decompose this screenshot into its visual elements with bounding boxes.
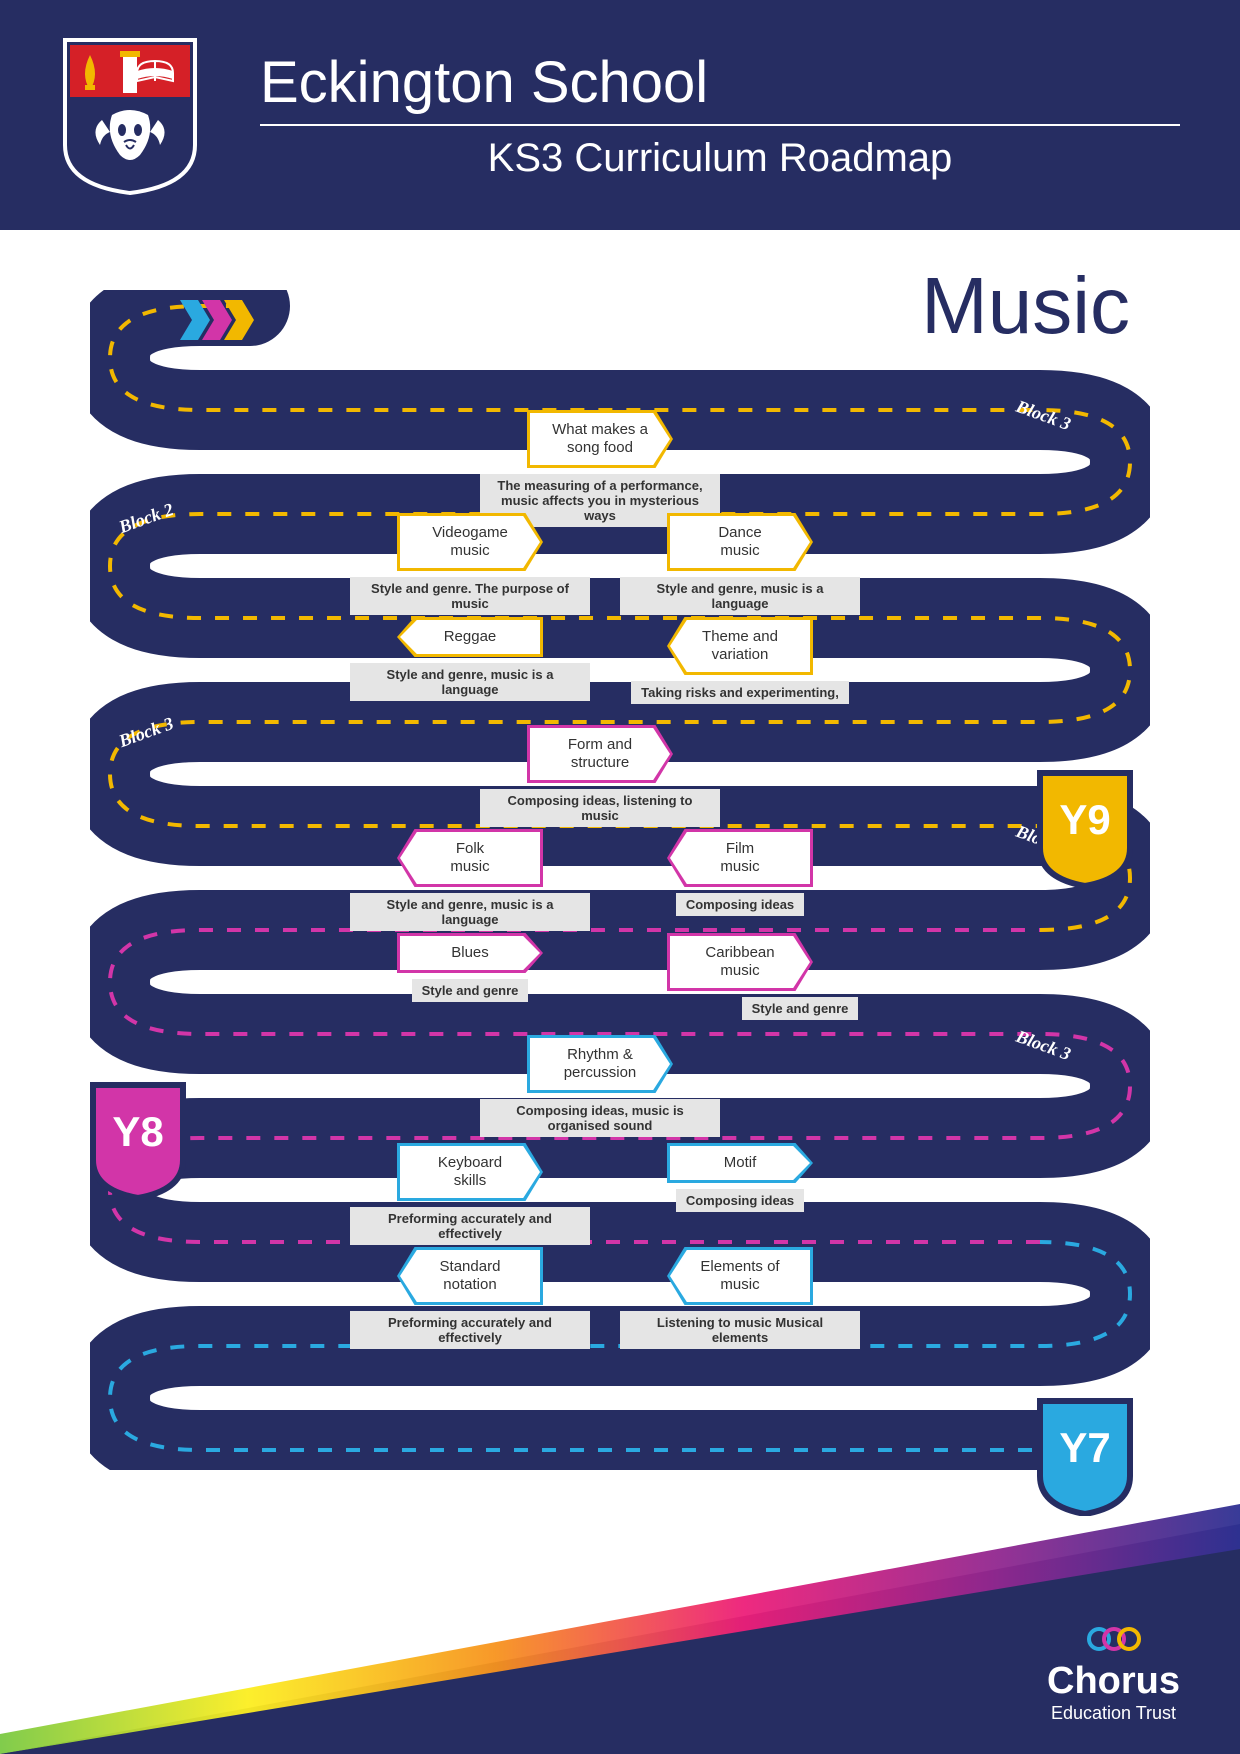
footer-brand: Chorus bbox=[1047, 1660, 1180, 1703]
topic-title: Elements ofmusic bbox=[670, 1250, 810, 1302]
topic-subtitle: Style and genre, music is a language bbox=[350, 663, 590, 701]
topic-subtitle: Composing ideas bbox=[676, 1189, 804, 1212]
topic-title: Rhythm &percussion bbox=[530, 1038, 670, 1090]
topic: Theme andvariation Taking risks and exper… bbox=[620, 617, 860, 704]
topic: What makes asong foodThe measuring of a … bbox=[480, 410, 720, 527]
topic-title: Folkmusic bbox=[400, 832, 540, 884]
topic: Standardnotation Preforming accurately an… bbox=[350, 1247, 590, 1349]
topic-subtitle: Style and genre bbox=[742, 997, 859, 1020]
topic-title: Keyboardskills bbox=[400, 1146, 540, 1198]
topic-subtitle: Taking risks and experimenting, bbox=[631, 681, 849, 704]
topic-title: Blues bbox=[400, 936, 540, 970]
topic-subtitle: Listening to music Musical elements bbox=[620, 1311, 860, 1349]
header-text: Eckington School KS3 Curriculum Roadmap bbox=[260, 49, 1180, 181]
year-badge: Y9 bbox=[1035, 768, 1135, 888]
topic: Caribbeanmusic Style and genre bbox=[620, 933, 860, 1020]
topic-subtitle: Preforming accurately and effectively bbox=[350, 1311, 590, 1349]
topic-title: Caribbeanmusic bbox=[670, 936, 810, 988]
school-name: Eckington School bbox=[260, 49, 1180, 126]
topic-title: Form andstructure bbox=[530, 728, 670, 780]
header: Eckington School KS3 Curriculum Roadmap bbox=[0, 0, 1240, 230]
topic-subtitle: Preforming accurately and effectively bbox=[350, 1207, 590, 1245]
footer-sub: Education Trust bbox=[1047, 1703, 1180, 1724]
topic-title: Motif bbox=[670, 1146, 810, 1180]
year-badge-label: Y9 bbox=[1035, 796, 1135, 844]
topic-subtitle: Composing ideas, listening to music bbox=[480, 789, 720, 827]
topic: Blues Style and genre bbox=[350, 933, 590, 1002]
topic-title: Filmmusic bbox=[670, 832, 810, 884]
topic: Keyboardskills Preforming accurately and … bbox=[350, 1143, 590, 1245]
school-crest-icon bbox=[60, 35, 200, 195]
header-subtitle: KS3 Curriculum Roadmap bbox=[260, 136, 1180, 181]
chorus-logo-icon bbox=[1084, 1619, 1144, 1655]
topic: Dancemusic Style and genre, music is a la… bbox=[620, 513, 860, 615]
topic-title: Reggae bbox=[400, 620, 540, 654]
year-badge-label: Y8 bbox=[88, 1108, 188, 1156]
topic-title: What makes asong food bbox=[530, 413, 670, 465]
topic-subtitle: Style and genre, music is a language bbox=[620, 577, 860, 615]
road-start-chevrons-icon bbox=[188, 300, 254, 340]
topic-title: Standardnotation bbox=[400, 1250, 540, 1302]
topic-subtitle: Style and genre, music is a language bbox=[350, 893, 590, 931]
topic: Motif Composing ideas bbox=[620, 1143, 860, 1212]
topic: Form andstructure Composing ideas, listen… bbox=[480, 725, 720, 827]
topic-title: Dancemusic bbox=[670, 516, 810, 568]
footer: Chorus Education Trust bbox=[0, 1504, 1240, 1754]
topic: Folkmusic Style and genre, music is a lan… bbox=[350, 829, 590, 931]
year-badge-label: Y7 bbox=[1035, 1424, 1135, 1472]
topic-subtitle: Composing ideas bbox=[676, 893, 804, 916]
topic-subtitle: Composing ideas, music is organised soun… bbox=[480, 1099, 720, 1137]
topic: Elements ofmusic Listening to music Music… bbox=[620, 1247, 860, 1349]
footer-logo: Chorus Education Trust bbox=[1047, 1619, 1180, 1724]
topic-title: Theme andvariation bbox=[670, 620, 810, 672]
topic: Filmmusic Composing ideas bbox=[620, 829, 860, 916]
topic-title: Videogamemusic bbox=[400, 516, 540, 568]
topic: Videogamemusic Style and genre. The purpo… bbox=[350, 513, 590, 615]
topic: Reggae Style and genre, music is a langua… bbox=[350, 617, 590, 701]
topic-subtitle: Style and genre bbox=[412, 979, 529, 1002]
year-badge: Y8 bbox=[88, 1080, 188, 1200]
topic: Rhythm &percussion Composing ideas, music… bbox=[480, 1035, 720, 1137]
topic-subtitle: Style and genre. The purpose of music bbox=[350, 577, 590, 615]
